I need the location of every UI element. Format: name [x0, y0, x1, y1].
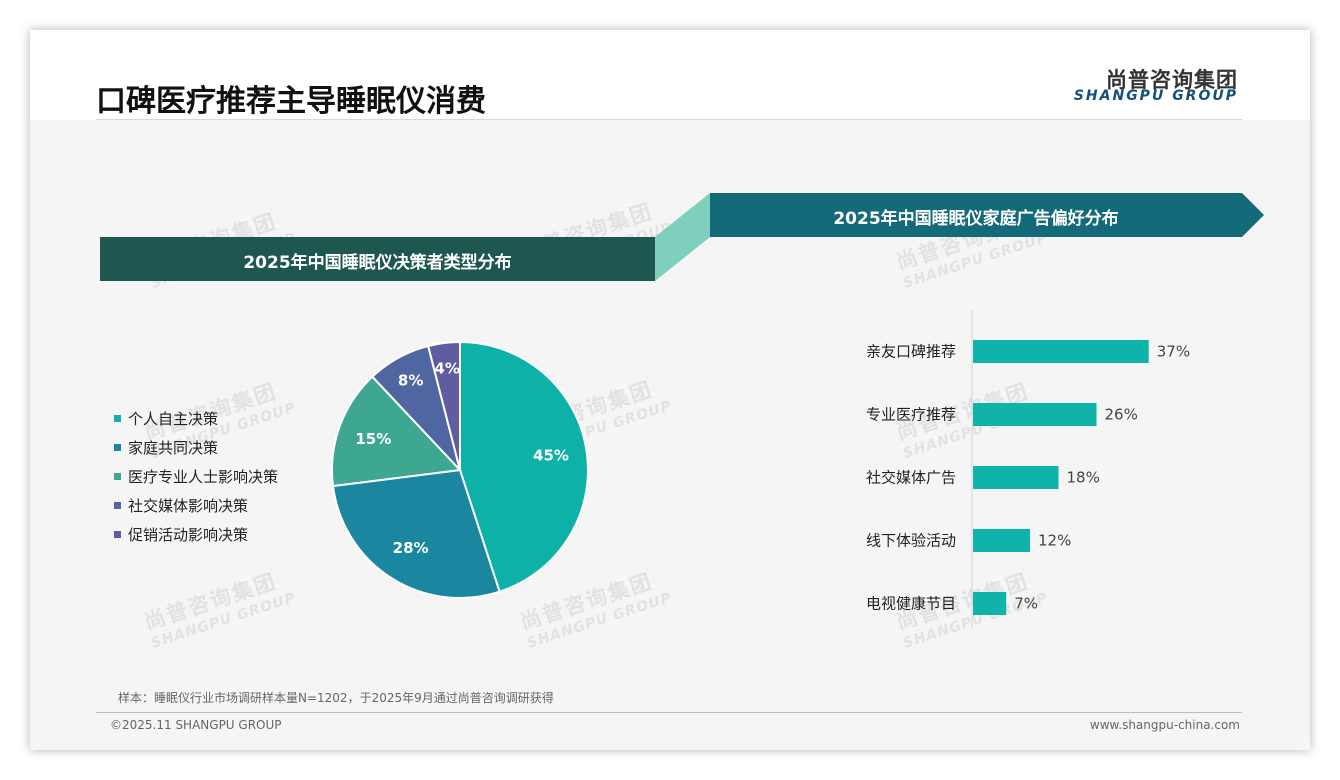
bar-value-label: 18% — [1067, 469, 1100, 487]
pie-slice-label: 45% — [533, 447, 569, 465]
legend-item: 医疗专业人士影响决策 — [114, 462, 278, 491]
pie-slice — [331, 375, 463, 488]
legend-swatch — [114, 444, 121, 451]
legend-swatch — [114, 415, 121, 422]
legend-label: 医疗专业人士影响决策 — [128, 468, 279, 486]
bar — [973, 340, 1149, 363]
bar-category-label: 亲友口碑推荐 — [866, 343, 956, 361]
pie-legend: 个人自主决策 家庭共同决策医疗专业人士影响决策 社交媒体影响决策 促销活动影响决策 — [114, 404, 278, 549]
sample-note: 样本：睡眠仪行业市场调研样本量N=1202，于2025年9月通过尚普咨询调研获得 — [118, 691, 554, 705]
legend-label: 社交媒体影响决策 — [128, 497, 249, 515]
brand-logo-en: SHANGPU GROUP — [1073, 88, 1238, 104]
legend-item: 促销活动影响决策 — [114, 520, 278, 549]
bar-category-label: 社交媒体广告 — [866, 469, 956, 487]
banner-connector — [655, 193, 710, 281]
bar-category-label: 专业医疗推荐 — [866, 406, 956, 424]
pie-slice-label: 28% — [393, 539, 429, 557]
banner-shapes — [100, 193, 1264, 281]
website-link[interactable]: www.shangpu-china.com — [1089, 718, 1240, 732]
bar — [973, 592, 1007, 615]
pie-slice-label: 8% — [398, 371, 423, 389]
pie-slice-label: 4% — [434, 359, 459, 377]
bar — [973, 529, 1030, 552]
page-title: 口碑医疗推荐主导睡眠仪消费 — [96, 84, 486, 119]
report-slide: 口碑医疗推荐主导睡眠仪消费 尚普咨询集团 SHANGPU GROUP 尚普咨询集… — [30, 30, 1310, 750]
ad-preference-bar-chart: 亲友口碑推荐 37% 专业医疗推荐 26% 社交媒体广告 18% 线下体验活动 12% 电视健康… — [866, 310, 1190, 628]
pie-slice — [459, 340, 589, 593]
right-banner-arrow — [710, 193, 1264, 237]
slide-header — [30, 30, 1310, 120]
legend-item: 家庭共同决策 — [114, 433, 278, 462]
bar — [973, 403, 1097, 426]
legend-label: 个人自主决策 — [128, 410, 219, 428]
bar-category-label: 线下体验活动 — [866, 532, 956, 550]
legend-swatch — [114, 502, 121, 509]
pie-slice — [331, 468, 501, 599]
bar-category-label: 电视健康节目 — [866, 595, 956, 613]
footer-divider — [96, 712, 1242, 713]
decision-maker-pie-chart: 45% 28% 15% 8% 4% — [331, 340, 589, 599]
header-divider — [96, 119, 1242, 120]
legend-item: 个人自主决策 — [114, 404, 278, 433]
legend-swatch — [114, 531, 121, 538]
legend-label: 家庭共同决策 — [128, 439, 219, 457]
copyright: ©2025.11 SHANGPU GROUP — [110, 718, 282, 732]
legend-label: 促销活动影响决策 — [128, 526, 249, 544]
legend-item: 社交媒体影响决策 — [114, 491, 278, 520]
pie-slice — [426, 340, 461, 471]
brand-logo-cn: 尚普咨询集团 — [1106, 68, 1238, 92]
bar-value-label: 7% — [1014, 595, 1038, 613]
bar-value-label: 26% — [1105, 406, 1138, 424]
bar — [973, 466, 1059, 489]
pie-slice-label: 15% — [355, 430, 391, 448]
bar-value-label: 37% — [1157, 343, 1190, 361]
left-banner-bar — [100, 237, 655, 281]
legend-swatch — [114, 473, 121, 480]
left-banner-title: 2025年中国睡眠仪决策者类型分布 — [243, 253, 512, 273]
bar-value-label: 12% — [1038, 532, 1071, 550]
right-banner-title: 2025年中国睡眠仪家庭广告偏好分布 — [833, 209, 1119, 229]
